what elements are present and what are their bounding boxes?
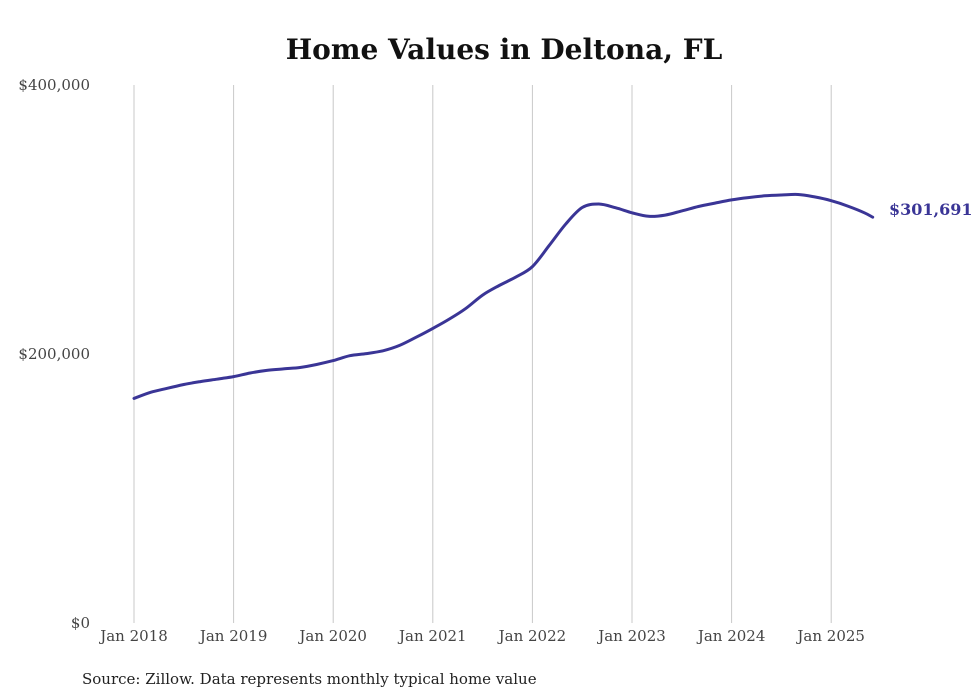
- series-lines: [132, 192, 875, 400]
- x-tick-label: Jan 2018: [98, 627, 168, 645]
- source-note: Source: Zillow. Data represents monthly …: [82, 670, 537, 688]
- y-tick-label: $400,000: [18, 76, 90, 94]
- gridlines: [133, 85, 832, 623]
- end-value-label: $301,691: [889, 200, 973, 219]
- x-axis-tick-labels: Jan 2018 Jan 2019 Jan 2020 Jan 2021 Jan 2022…: [98, 627, 865, 645]
- chart-title: Home Values in Deltona, FL: [286, 33, 723, 66]
- x-tick-label: Jan 2019: [198, 627, 268, 645]
- series-line-0: [132, 192, 875, 400]
- x-tick-label: Jan 2020: [297, 627, 367, 645]
- x-tick-label: Jan 2022: [497, 627, 567, 645]
- x-tick-label: Jan 2021: [397, 627, 467, 645]
- x-tick-label: Jan 2024: [696, 627, 766, 645]
- x-tick-label: Jan 2023: [596, 627, 666, 645]
- x-tick-label: Jan 2025: [795, 627, 865, 645]
- y-axis-tick-labels: $0 $200,000 $400,000: [18, 76, 90, 632]
- y-tick-label: $200,000: [18, 345, 90, 363]
- y-tick-label: $0: [71, 614, 90, 632]
